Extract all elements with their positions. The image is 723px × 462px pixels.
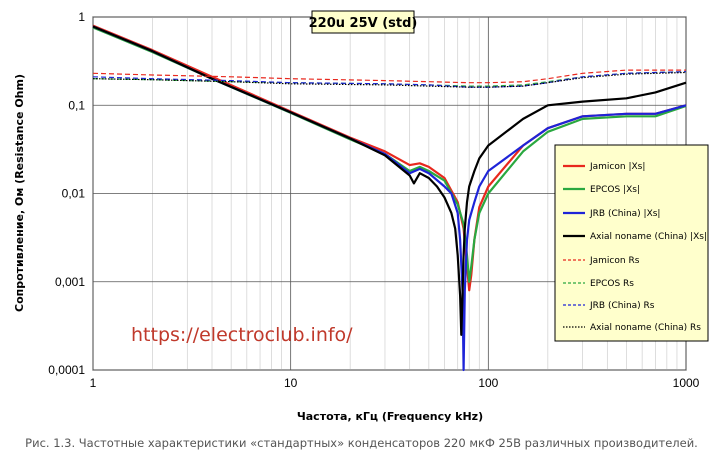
y-tick-labels: 1 0,1 0,01 0,001 0,0001 bbox=[48, 10, 85, 377]
x-axis-title: Частота, кГц (Frequency kHz) bbox=[297, 410, 483, 423]
y-tick-label: 0,0001 bbox=[48, 363, 85, 377]
series-line bbox=[92, 71, 687, 88]
legend: Jamicon |Xs| EPCOS |Xs| JRB (China) |Xs| Ax… bbox=[554, 144, 709, 342]
impedance-chart: 1 10 100 1000 1 0,1 0,01 0,001 0,0001 220u 25V … bbox=[13, 10, 709, 423]
x-tick-labels: 1 10 100 1000 bbox=[90, 376, 700, 390]
figure-caption: Рис. 1.3. Частотные характеристики «стан… bbox=[25, 436, 698, 450]
x-tick-label: 100 bbox=[478, 376, 498, 390]
legend-entry: JRB (China) |Xs| bbox=[589, 209, 660, 219]
legend-entry: Jamicon Rs bbox=[589, 256, 640, 266]
x-tick-label: 1000 bbox=[673, 376, 700, 390]
series-lines bbox=[92, 24, 687, 372]
legend-entry: EPCOS |Xs| bbox=[590, 185, 640, 195]
legend-entry: JRB (China) Rs bbox=[589, 301, 655, 311]
series-line bbox=[92, 69, 686, 84]
chart-title: 220u 25V (std) bbox=[309, 16, 418, 31]
y-tick-label: 1 bbox=[78, 10, 85, 24]
series-line bbox=[92, 71, 687, 88]
legend-entry: Axial noname (China) Rs bbox=[590, 323, 701, 333]
x-tick-label: 10 bbox=[284, 376, 298, 390]
chart-title-box: 220u 25V (std) bbox=[309, 10, 418, 34]
y-tick-label: 0,1 bbox=[68, 98, 85, 112]
y-axis-title: Сопротивление, Ом (Resistance Ohm) bbox=[13, 74, 26, 312]
legend-entry: Jamicon |Xs| bbox=[589, 162, 645, 172]
x-tick-label: 1 bbox=[90, 376, 97, 390]
y-tick-label: 0,001 bbox=[55, 275, 85, 289]
series-line bbox=[92, 25, 687, 336]
y-tick-label: 0,01 bbox=[62, 187, 86, 201]
legend-entry: Axial noname (China) |Xs| bbox=[590, 232, 707, 242]
legend-entry: EPCOS Rs bbox=[590, 279, 634, 289]
watermark-url: https://electroclub.info/ bbox=[131, 324, 353, 346]
